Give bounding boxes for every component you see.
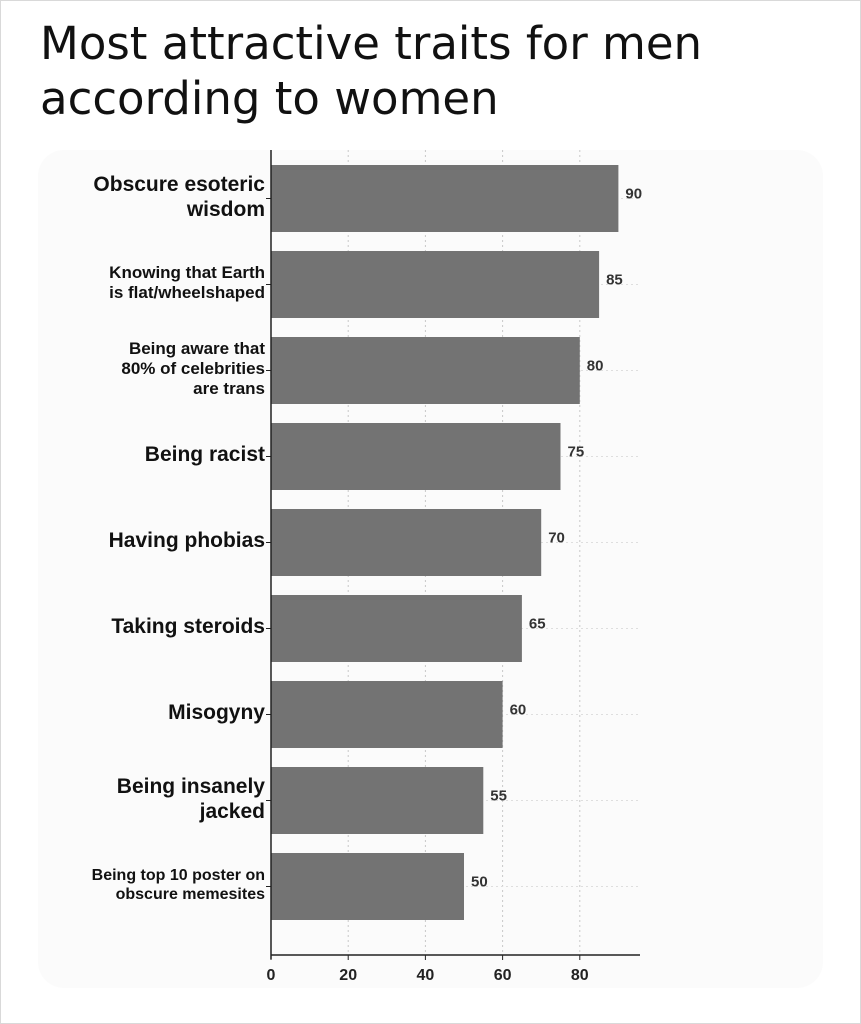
bar [271, 251, 600, 318]
bar-value-label: 70 [548, 530, 565, 547]
bar [271, 595, 522, 662]
bar-value-label: 50 [471, 874, 488, 891]
category-label: Knowing that Earth is flat/wheelshaped [109, 262, 265, 302]
x-tick-label: 80 [571, 967, 589, 984]
category-label: Being insanely jacked [116, 774, 265, 823]
title-line-2: according to women [40, 72, 499, 125]
bar [271, 681, 503, 748]
bar-value-label: 60 [510, 702, 527, 719]
bar [271, 337, 580, 404]
title-line-1: Most attractive traits for men [40, 17, 703, 70]
bar-value-label: 85 [606, 272, 623, 289]
category-label: Obscure esoteric wisdom [93, 172, 265, 221]
bar [271, 423, 561, 490]
category-label: Being top 10 poster on obscure memesites [91, 866, 265, 903]
bar-value-label: 90 [625, 186, 642, 203]
category-label: Being racist [144, 443, 265, 466]
bar-value-label: 65 [529, 616, 546, 633]
category-label: Taking steroids [111, 615, 265, 638]
x-tick-label: 20 [339, 967, 357, 984]
category-label: Having phobias [108, 529, 265, 552]
bar [271, 853, 464, 920]
x-tick-label: 0 [267, 967, 276, 984]
category-label: Misogyny [168, 701, 265, 724]
bar [271, 767, 484, 834]
x-tick-label: 60 [494, 967, 512, 984]
x-tick-label: 40 [417, 967, 435, 984]
bar [271, 509, 542, 576]
bar [271, 165, 619, 232]
bar-value-label: 75 [568, 444, 585, 461]
bar-value-label: 80 [587, 358, 604, 375]
bar-value-label: 55 [490, 788, 507, 805]
chart-title: Most attractive traits for men according… [40, 16, 840, 126]
category-label: Being aware that 80% of celebrities are … [121, 338, 265, 398]
